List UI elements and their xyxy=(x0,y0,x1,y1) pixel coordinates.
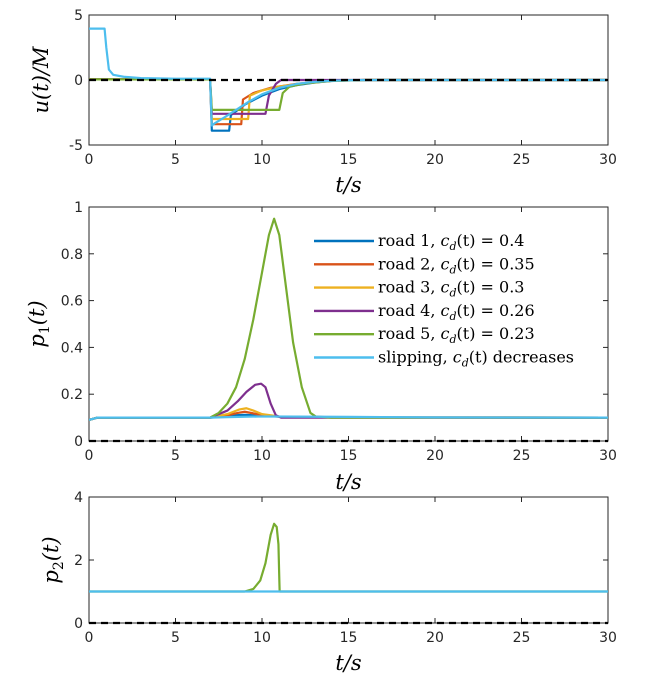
legend-entry-label: road 1, cd(t) = 0.4 xyxy=(378,231,524,253)
series-line-slipping xyxy=(89,415,608,422)
y-tick-label: 0.4 xyxy=(61,340,83,356)
x-tick-label: 10 xyxy=(253,448,271,464)
legend-entry-label: slipping, cd(t) decreases xyxy=(378,348,574,370)
y-tick-label: 0.2 xyxy=(61,387,83,403)
legend-entry-label: road 5, cd(t) = 0.23 xyxy=(378,324,535,346)
x-tick-label: 25 xyxy=(513,630,531,646)
x-tick-label: 25 xyxy=(513,152,531,168)
y-tick-label: 0.6 xyxy=(61,294,83,310)
series-line-road-5 xyxy=(89,522,608,593)
legend-entry-label: road 4, cd(t) = 0.26 xyxy=(378,301,535,323)
x-tick-label: 20 xyxy=(426,448,444,464)
x-axis-label: t/s xyxy=(335,651,362,675)
y-tick-label: 0.8 xyxy=(61,247,83,263)
y-tick-label: 1 xyxy=(74,200,83,216)
x-tick-label: 15 xyxy=(340,152,358,168)
y-axis-label: p2(t) xyxy=(39,536,67,583)
x-axis-label: t/s xyxy=(335,470,362,494)
series-line-slipping xyxy=(89,27,608,127)
x-tick-label: 10 xyxy=(253,630,271,646)
x-tick-label: 15 xyxy=(340,448,358,464)
x-tick-label: 5 xyxy=(171,152,180,168)
y-tick-label: 5 xyxy=(74,8,83,24)
y-tick-label: -5 xyxy=(69,138,83,154)
y-tick-label: 0 xyxy=(74,434,83,450)
x-axis-label: t/s xyxy=(335,173,362,197)
y-axis-label: u(t)/M xyxy=(29,46,53,113)
y-tick-label: 2 xyxy=(74,553,83,569)
x-tick-label: 5 xyxy=(171,448,180,464)
x-tick-label: 0 xyxy=(85,630,94,646)
x-tick-label: 5 xyxy=(171,630,180,646)
x-tick-label: 10 xyxy=(253,152,271,168)
x-tick-label: 15 xyxy=(340,630,358,646)
x-tick-label: 0 xyxy=(85,448,94,464)
panel-p1: 0 5 10 15 20 25 30 1 0.8 0.6 0.4 0.2 0 t/s p1(t) road 1… xyxy=(25,200,617,494)
x-tick-label: 20 xyxy=(426,630,444,646)
legend-entry-label: road 3, cd(t) = 0.3 xyxy=(378,278,524,300)
y-tick-label: 0 xyxy=(74,73,83,89)
x-tick-label: 0 xyxy=(85,152,94,168)
plot-area xyxy=(88,206,609,442)
x-tick-label: 30 xyxy=(599,448,617,464)
legend-entry-label: road 2, cd(t) = 0.35 xyxy=(378,254,535,276)
y-tick-label: 0 xyxy=(74,616,83,632)
plot-area xyxy=(88,496,609,624)
y-axis-label: p1(t) xyxy=(25,300,53,347)
x-tick-label: 25 xyxy=(513,448,531,464)
y-tick-label: 4 xyxy=(74,490,83,506)
x-tick-label: 30 xyxy=(599,630,617,646)
x-tick-label: 20 xyxy=(426,152,444,168)
series-line-road-5 xyxy=(89,217,608,422)
x-tick-label: 30 xyxy=(599,152,617,168)
